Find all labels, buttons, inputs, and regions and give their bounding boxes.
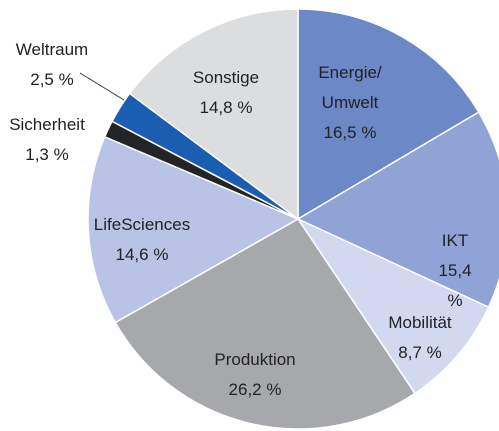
category-label: IKT <box>441 231 469 250</box>
pie-slice <box>114 218 416 430</box>
pie-slice <box>87 135 300 324</box>
value-label: 26,2 % <box>228 380 282 399</box>
value-label: 8,7 % <box>398 343 442 362</box>
value-label: 2,5 % <box>30 70 74 89</box>
slice-label: Sicherheit 1,3 % <box>9 110 85 170</box>
pie-slice <box>296 111 499 309</box>
value-label: 15,4 % <box>438 261 472 310</box>
pie-slice <box>297 8 480 221</box>
category-label: Sicherheit <box>9 115 85 134</box>
category-label: Mobilität <box>388 313 452 332</box>
slice-label: Produktion 26,2 % <box>214 345 295 405</box>
slice-label: Sonstige 14,8 % <box>193 63 259 123</box>
category-label: Produktion <box>214 350 296 369</box>
slice-label: LifeSciences 14,6 % <box>94 210 190 270</box>
value-label: 14,8 % <box>199 98 253 117</box>
value-label: 16,5 % <box>323 123 377 142</box>
pie-slice <box>295 217 490 395</box>
category-label: LifeSciences <box>93 215 191 234</box>
leader-line <box>79 72 125 101</box>
category-label: Sonstige <box>192 68 260 87</box>
slice-label: IKT 15,4 % <box>433 226 477 316</box>
category-label: Energie/ Umwelt <box>318 63 382 112</box>
value-label: 1,3 % <box>25 145 69 164</box>
value-label: 14,6 % <box>115 245 169 264</box>
category-label: Weltraum <box>15 40 89 59</box>
pie-slice <box>128 8 299 221</box>
slice-label: Weltraum 2,5 % <box>16 35 88 95</box>
slice-label: Mobilität 8,7 % <box>388 308 451 368</box>
slice-label: Energie/ Umwelt 16,5 % <box>318 58 381 148</box>
